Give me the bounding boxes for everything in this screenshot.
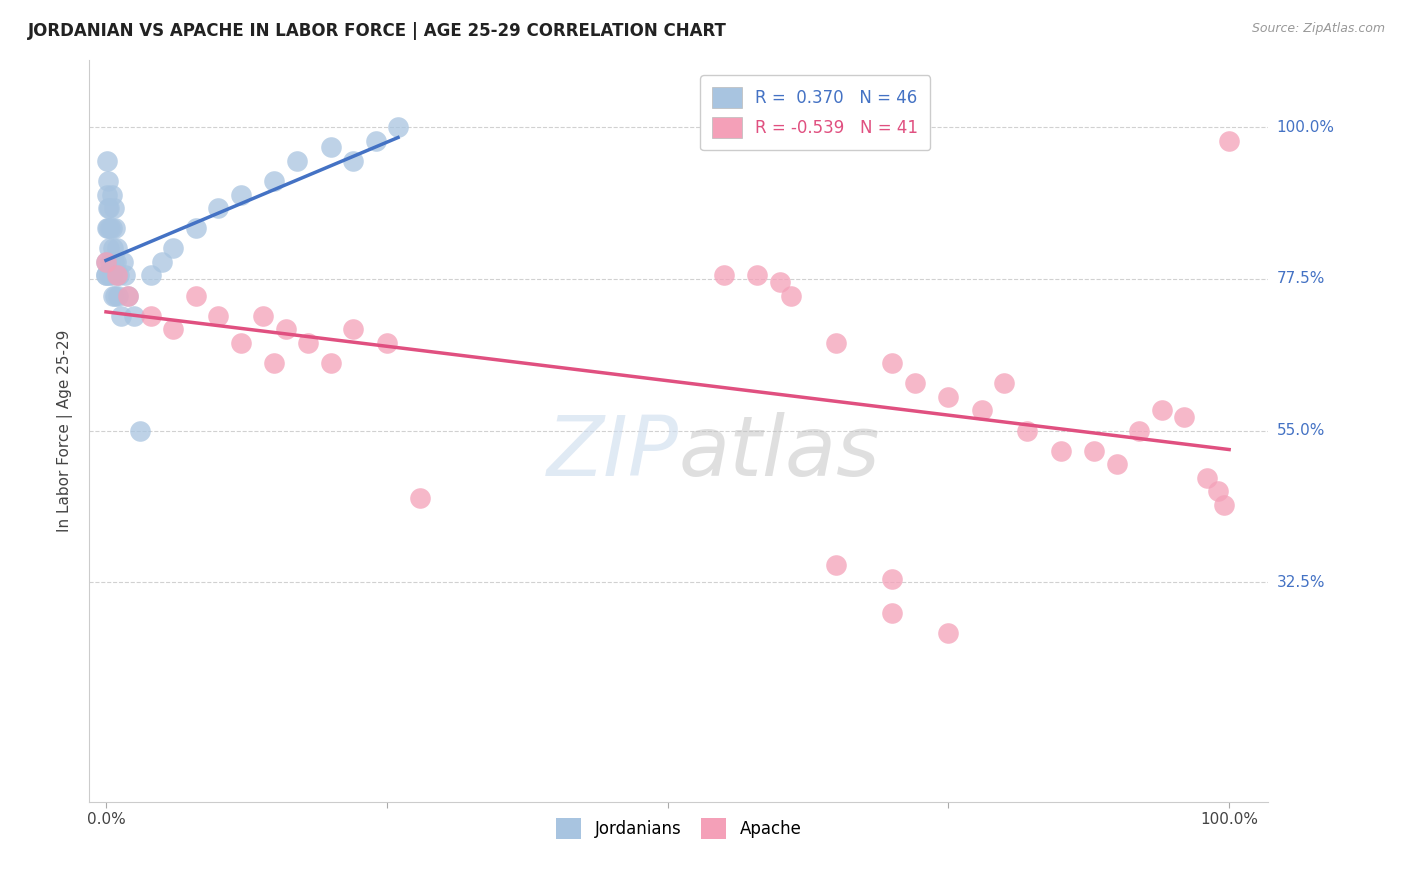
Point bbox=[285, 153, 308, 168]
Point bbox=[103, 255, 125, 269]
Point bbox=[769, 275, 792, 289]
Point bbox=[882, 356, 904, 370]
Point bbox=[364, 134, 387, 148]
Point bbox=[101, 288, 124, 302]
Text: 77.5%: 77.5% bbox=[1277, 271, 1324, 286]
Point bbox=[904, 376, 927, 391]
Point bbox=[229, 187, 252, 202]
Point bbox=[122, 309, 145, 323]
Point bbox=[104, 288, 127, 302]
Point bbox=[882, 572, 904, 586]
Point bbox=[117, 288, 139, 302]
Point bbox=[274, 322, 297, 336]
Point bbox=[207, 201, 229, 215]
Point bbox=[139, 268, 162, 283]
Point bbox=[101, 242, 124, 256]
Point bbox=[825, 335, 848, 350]
Point bbox=[409, 491, 432, 505]
Text: 32.5%: 32.5% bbox=[1277, 574, 1326, 590]
Point bbox=[936, 390, 959, 404]
Point bbox=[1212, 498, 1234, 512]
Point bbox=[97, 174, 120, 188]
Point bbox=[128, 424, 150, 438]
Point bbox=[1150, 403, 1173, 417]
Point bbox=[100, 255, 122, 269]
Point bbox=[184, 288, 207, 302]
Point bbox=[263, 356, 285, 370]
Text: 100.0%: 100.0% bbox=[1277, 120, 1334, 135]
Point bbox=[114, 268, 136, 283]
Point bbox=[387, 120, 409, 134]
Point bbox=[162, 242, 184, 256]
Point bbox=[319, 356, 342, 370]
Point bbox=[1195, 471, 1218, 485]
Point bbox=[103, 201, 125, 215]
Text: JORDANIAN VS APACHE IN LABOR FORCE | AGE 25-29 CORRELATION CHART: JORDANIAN VS APACHE IN LABOR FORCE | AGE… bbox=[28, 22, 727, 40]
Point bbox=[297, 335, 319, 350]
Point bbox=[747, 268, 769, 283]
Point bbox=[98, 201, 121, 215]
Point bbox=[713, 268, 735, 283]
Point bbox=[150, 255, 173, 269]
Point bbox=[1083, 443, 1105, 458]
Point bbox=[100, 268, 122, 283]
Point bbox=[342, 153, 364, 168]
Point bbox=[97, 221, 120, 235]
Point bbox=[375, 335, 398, 350]
Point bbox=[825, 558, 848, 573]
Point bbox=[882, 606, 904, 620]
Point bbox=[229, 335, 252, 350]
Point bbox=[98, 242, 121, 256]
Point bbox=[94, 268, 117, 283]
Point bbox=[780, 288, 803, 302]
Point bbox=[104, 221, 127, 235]
Point bbox=[110, 309, 132, 323]
Point bbox=[139, 309, 162, 323]
Point bbox=[96, 221, 118, 235]
Point bbox=[105, 242, 128, 256]
Point bbox=[207, 309, 229, 323]
Point bbox=[184, 221, 207, 235]
Point bbox=[100, 221, 122, 235]
Point bbox=[1218, 134, 1240, 148]
Point bbox=[263, 174, 285, 188]
Point bbox=[117, 288, 139, 302]
Point bbox=[98, 268, 121, 283]
Point bbox=[105, 268, 128, 283]
Point bbox=[1173, 410, 1195, 425]
Point bbox=[97, 201, 120, 215]
Point bbox=[342, 322, 364, 336]
Point bbox=[162, 322, 184, 336]
Point bbox=[1105, 458, 1128, 472]
Legend: Jordanians, Apache: Jordanians, Apache bbox=[550, 812, 808, 846]
Text: 55.0%: 55.0% bbox=[1277, 423, 1324, 438]
Point bbox=[94, 255, 117, 269]
Text: Source: ZipAtlas.com: Source: ZipAtlas.com bbox=[1251, 22, 1385, 36]
Point bbox=[100, 187, 122, 202]
Point bbox=[94, 255, 117, 269]
Y-axis label: In Labor Force | Age 25-29: In Labor Force | Age 25-29 bbox=[58, 329, 73, 532]
Point bbox=[970, 403, 993, 417]
Point bbox=[105, 268, 128, 283]
Text: ZIP: ZIP bbox=[547, 412, 679, 493]
Point bbox=[108, 268, 131, 283]
Point bbox=[1015, 424, 1038, 438]
Point bbox=[1206, 484, 1229, 499]
Point bbox=[1049, 443, 1071, 458]
Point bbox=[105, 255, 128, 269]
Point bbox=[111, 255, 134, 269]
Point bbox=[100, 221, 122, 235]
Point bbox=[1128, 424, 1150, 438]
Point bbox=[936, 626, 959, 640]
Point bbox=[993, 376, 1015, 391]
Point bbox=[319, 140, 342, 154]
Point bbox=[252, 309, 274, 323]
Point bbox=[96, 153, 118, 168]
Point bbox=[96, 187, 118, 202]
Point bbox=[107, 288, 129, 302]
Point bbox=[94, 268, 117, 283]
Text: atlas: atlas bbox=[679, 412, 880, 493]
